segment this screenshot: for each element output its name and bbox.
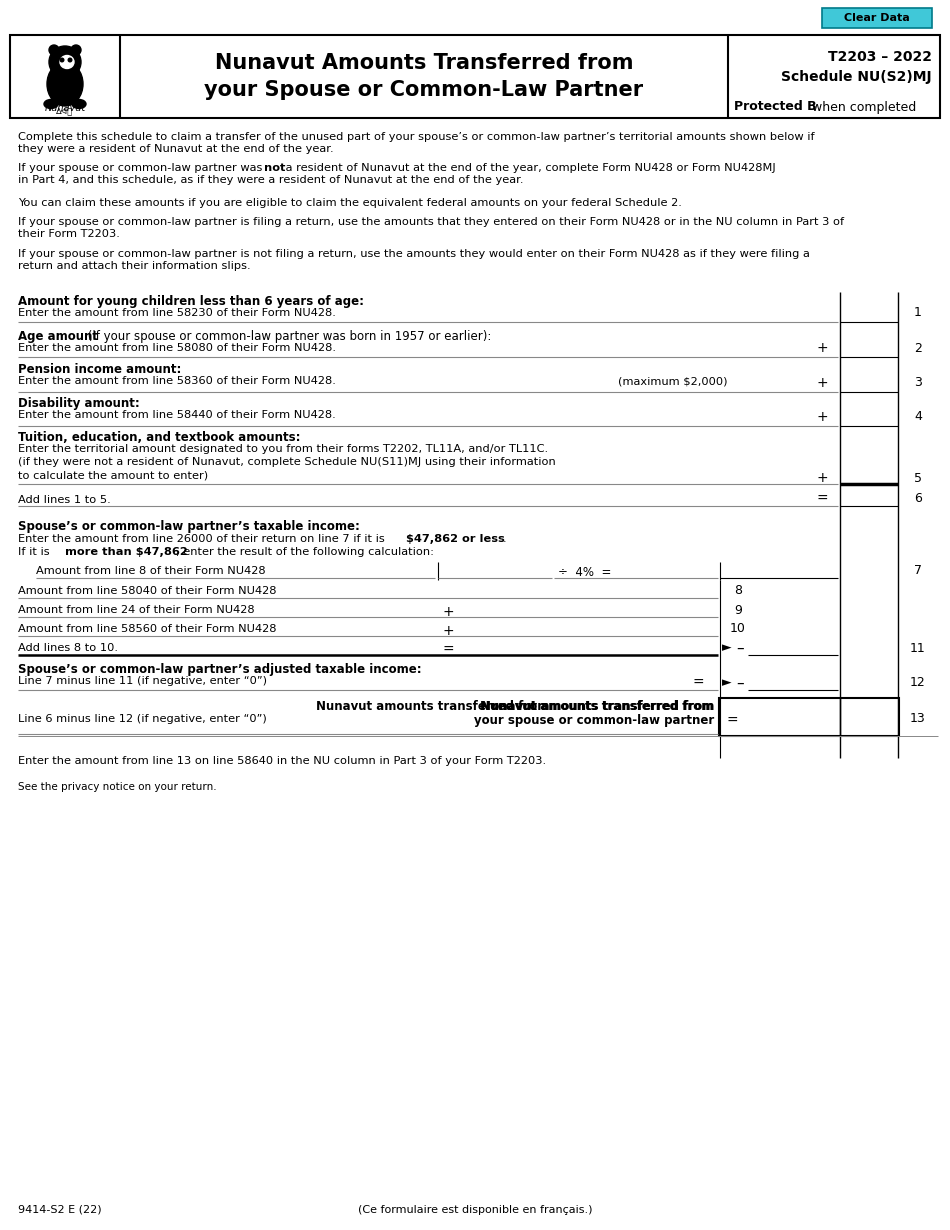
Text: Enter the amount from line 26000 of their return on line 7 if it is: Enter the amount from line 26000 of thei… (18, 534, 389, 544)
Text: Age amount: Age amount (18, 330, 98, 343)
Text: when completed: when completed (808, 101, 916, 113)
Text: , enter the result of the following calculation:: , enter the result of the following calc… (176, 547, 434, 557)
Text: 3: 3 (914, 376, 922, 390)
Text: Clear Data: Clear Data (845, 14, 910, 23)
Text: $47,862 or less: $47,862 or less (406, 534, 504, 544)
Text: Nunavut amounts transferred from: Nunavut amounts transferred from (480, 700, 713, 713)
Circle shape (68, 58, 72, 62)
Text: ÷  4%  =: ÷ 4% = (558, 566, 612, 579)
Text: =: = (693, 676, 704, 690)
Text: Tuition, education, and textbook amounts:: Tuition, education, and textbook amounts… (18, 430, 300, 444)
Text: 5: 5 (914, 471, 922, 485)
Text: –: – (736, 641, 744, 656)
Text: your Spouse or Common-Law Partner: your Spouse or Common-Law Partner (204, 80, 643, 100)
Text: Spouse’s or common-law partner’s taxable income:: Spouse’s or common-law partner’s taxable… (18, 520, 360, 533)
Text: 9414-S2 E (22): 9414-S2 E (22) (18, 1205, 102, 1215)
Text: a resident of Nunavut at the end of the year, complete Form NU428 or Form NU428M: a resident of Nunavut at the end of the … (282, 164, 776, 173)
Text: You can claim these amounts if you are eligible to claim the equivalent federal : You can claim these amounts if you are e… (18, 198, 682, 208)
Text: 1: 1 (914, 306, 922, 320)
Text: If your spouse or common-law partner was: If your spouse or common-law partner was (18, 164, 266, 173)
Text: Add lines 1 to 5.: Add lines 1 to 5. (18, 494, 111, 506)
Ellipse shape (72, 100, 86, 108)
Text: Amount for young children less than 6 years of age:: Amount for young children less than 6 ye… (18, 295, 364, 308)
Text: in Part 4, and this schedule, as if they were a resident of Nunavut at the end o: in Part 4, and this schedule, as if they… (18, 175, 523, 184)
Text: 2: 2 (914, 342, 922, 354)
Text: Disability amount:: Disability amount: (18, 397, 140, 410)
Text: 4: 4 (914, 411, 922, 423)
Text: (if they were not a resident of Nunavut, complete Schedule NU(S11)MJ using their: (if they were not a resident of Nunavut,… (18, 458, 556, 467)
Text: Amount from line 8 of their Form NU428: Amount from line 8 of their Form NU428 (36, 566, 266, 576)
Text: (maximum $2,000): (maximum $2,000) (618, 376, 728, 386)
Text: –: – (736, 675, 744, 690)
Text: Enter the amount from line 58230 of their Form NU428.: Enter the amount from line 58230 of thei… (18, 308, 336, 319)
Text: If your spouse or common-law partner is filing a return, use the amounts that th: If your spouse or common-law partner is … (18, 216, 845, 228)
Text: Add lines 8 to 10.: Add lines 8 to 10. (18, 643, 118, 653)
Text: ►: ► (722, 642, 732, 654)
Text: See the privacy notice on your return.: See the privacy notice on your return. (18, 782, 217, 792)
Text: Amount from line 24 of their Form NU428: Amount from line 24 of their Form NU428 (18, 605, 255, 615)
Circle shape (60, 58, 64, 62)
Text: Nunavut: Nunavut (45, 103, 86, 113)
Text: Line 6 minus line 12 (if negative, enter “0”): Line 6 minus line 12 (if negative, enter… (18, 713, 267, 724)
Text: Amount from line 58560 of their Form NU428: Amount from line 58560 of their Form NU4… (18, 624, 276, 633)
Text: more than $47,862: more than $47,862 (65, 547, 188, 557)
Text: +: + (816, 410, 827, 424)
Text: 7: 7 (914, 565, 922, 578)
Text: +: + (816, 376, 827, 390)
Text: +: + (816, 471, 827, 485)
Text: 6: 6 (914, 492, 922, 506)
Text: to calculate the amount to enter): to calculate the amount to enter) (18, 470, 208, 480)
Text: ►: ► (722, 676, 732, 690)
Text: Line 7 minus line 11 (if negative, enter “0”): Line 7 minus line 11 (if negative, enter… (18, 676, 267, 686)
Circle shape (71, 46, 81, 55)
Text: If it is: If it is (18, 547, 53, 557)
Text: Enter the amount from line 58080 of their Form NU428.: Enter the amount from line 58080 of thei… (18, 343, 336, 353)
Text: their Form T2203.: their Form T2203. (18, 229, 120, 239)
Bar (10, 34, 940, 118)
Text: 13: 13 (910, 712, 926, 726)
Text: +: + (816, 341, 827, 355)
Text: (if your spouse or common-law partner was born in 1957 or earlier):: (if your spouse or common-law partner wa… (84, 330, 491, 343)
Text: Nunavut amounts transferred from: Nunavut amounts transferred from (315, 700, 549, 713)
Text: 12: 12 (910, 676, 926, 690)
Text: +: + (443, 624, 455, 638)
Text: they were a resident of Nunavut at the end of the year.: they were a resident of Nunavut at the e… (18, 144, 333, 154)
Text: 9: 9 (734, 604, 742, 616)
Text: +: + (443, 605, 455, 619)
Text: Pension income amount:: Pension income amount: (18, 363, 181, 376)
Text: Amount from line 58040 of their Form NU428: Amount from line 58040 of their Form NU4… (18, 585, 276, 597)
Text: 11: 11 (910, 642, 926, 654)
Text: Enter the amount from line 58360 of their Form NU428.: Enter the amount from line 58360 of thei… (18, 376, 336, 386)
Text: =: = (726, 713, 737, 728)
Ellipse shape (47, 62, 83, 106)
Text: =: = (816, 492, 827, 506)
Text: (Ce formulaire est disponible en français.): (Ce formulaire est disponible en françai… (358, 1205, 592, 1215)
Text: Enter the territorial amount designated to you from their forms T2202, TL11A, an: Enter the territorial amount designated … (18, 444, 548, 454)
Text: return and attach their information slips.: return and attach their information slip… (18, 261, 251, 271)
Circle shape (49, 46, 59, 55)
Text: If your spouse or common-law partner is not filing a return, use the amounts the: If your spouse or common-law partner is … (18, 248, 809, 260)
Text: Nunavut Amounts Transferred from: Nunavut Amounts Transferred from (215, 53, 634, 73)
Text: Enter the amount from line 58440 of their Form NU428.: Enter the amount from line 58440 of thei… (18, 410, 335, 419)
Text: Nunavut amounts transferred from: Nunavut amounts transferred from (481, 700, 714, 713)
Text: Complete this schedule to claim a transfer of the unused part of your spouse’s o: Complete this schedule to claim a transf… (18, 132, 814, 141)
Text: =: = (443, 643, 455, 657)
Text: not: not (264, 164, 285, 173)
Text: 10: 10 (730, 622, 746, 636)
Text: Protected B: Protected B (734, 101, 817, 113)
Text: .: . (503, 534, 506, 544)
Circle shape (49, 46, 81, 77)
Text: Spouse’s or common-law partner’s adjusted taxable income:: Spouse’s or common-law partner’s adjuste… (18, 663, 422, 676)
Text: ᐃᐊᖇ: ᐃᐊᖇ (56, 107, 74, 117)
FancyBboxPatch shape (822, 9, 932, 28)
Text: Enter the amount from line 13 on line 58640 in the NU column in Part 3 of your F: Enter the amount from line 13 on line 58… (18, 756, 546, 766)
Bar (719, 697, 899, 736)
Text: T2203 – 2022: T2203 – 2022 (828, 50, 932, 64)
Text: your spouse or common-law partner: your spouse or common-law partner (474, 713, 714, 727)
Text: Schedule NU(S2)MJ: Schedule NU(S2)MJ (781, 70, 932, 84)
Ellipse shape (44, 100, 58, 108)
Text: 8: 8 (734, 584, 742, 598)
Ellipse shape (60, 55, 74, 69)
